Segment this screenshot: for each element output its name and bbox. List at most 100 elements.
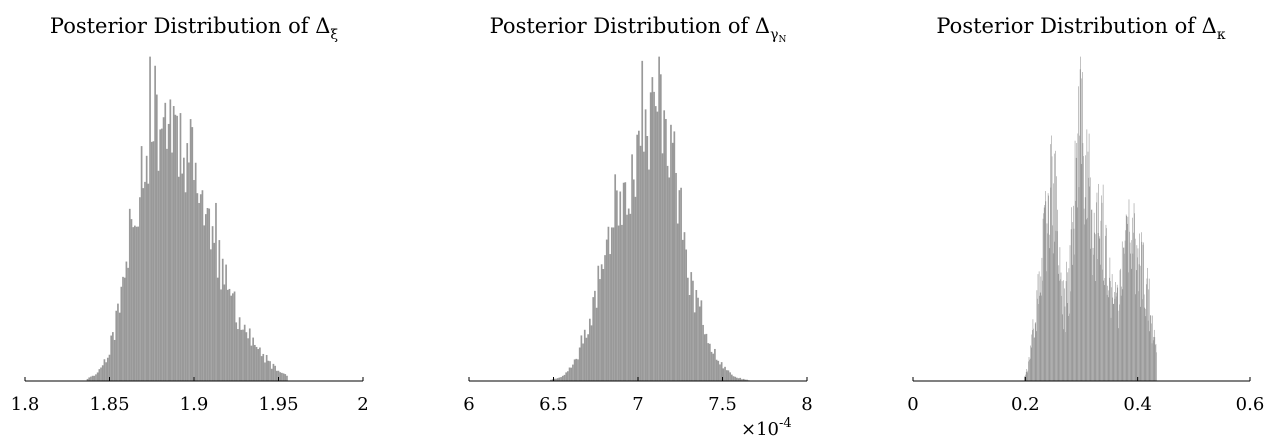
histogram-bar xyxy=(1053,183,1055,381)
histogram-bar xyxy=(1029,358,1031,381)
histogram-bar xyxy=(1100,220,1102,381)
histogram-bar xyxy=(1120,268,1121,381)
histogram-bar xyxy=(139,197,141,381)
histogram-bar xyxy=(649,92,652,382)
histogram-bar xyxy=(1150,315,1152,381)
histogram-bar xyxy=(703,334,706,381)
histogram-bar xyxy=(1033,328,1034,381)
histogram-bar xyxy=(225,264,227,381)
x-tick-label: 7.5 xyxy=(708,394,737,415)
histogram-bar xyxy=(1071,207,1072,381)
histogram-bar xyxy=(1070,291,1071,381)
histogram-bar xyxy=(1112,303,1114,381)
histogram-bar xyxy=(96,372,99,381)
histogram-bar xyxy=(257,349,260,381)
histogram-bar xyxy=(1093,254,1094,381)
histogram-bar xyxy=(1147,267,1148,381)
histogram-bar xyxy=(665,118,667,382)
histogram-bar xyxy=(150,141,153,381)
histogram-bar xyxy=(130,219,133,381)
histogram-bar xyxy=(159,129,162,381)
histogram-bar xyxy=(600,264,603,381)
histogram-bar xyxy=(577,359,579,381)
histogram-bar xyxy=(1129,242,1131,381)
histogram-bar xyxy=(632,179,635,381)
histogram-bar xyxy=(560,377,562,381)
x-tick-label: 1.85 xyxy=(89,394,129,415)
histogram-bar xyxy=(1065,332,1066,381)
histogram-bar xyxy=(1142,244,1144,381)
histogram-bar xyxy=(594,290,596,381)
histogram-bar xyxy=(270,368,273,381)
histogram-bar xyxy=(736,377,738,381)
histogram-bar xyxy=(1024,376,1025,381)
histogram-bar xyxy=(692,280,694,381)
histogram-bar xyxy=(135,226,138,381)
histogram-bar xyxy=(1034,323,1036,381)
histogram-bar xyxy=(201,190,204,381)
histogram-bar xyxy=(1090,248,1092,381)
histogram-bar xyxy=(248,328,251,381)
histogram-bar xyxy=(86,378,89,381)
histogram-bar xyxy=(739,377,742,381)
histogram-bar xyxy=(1115,296,1117,381)
x-tick-label: 6 xyxy=(463,394,474,415)
histogram-bar xyxy=(279,372,282,381)
x-tick-label: 8 xyxy=(801,394,812,415)
histogram-bar xyxy=(1029,359,1030,381)
histogram-bar xyxy=(115,310,118,381)
histogram-bar xyxy=(1121,241,1123,381)
histogram-bar xyxy=(572,364,574,381)
histogram-bar xyxy=(1152,315,1153,381)
histogram-bar xyxy=(700,300,703,381)
histogram-bar xyxy=(1068,315,1069,381)
histogram-bar xyxy=(616,190,618,381)
histogram-bar xyxy=(1081,78,1083,381)
histogram-bar xyxy=(1060,272,1062,381)
histogram-bar xyxy=(1094,281,1096,381)
x-tick-label: 0.2 xyxy=(1011,394,1040,415)
histogram-bar xyxy=(1078,187,1080,381)
histogram-bar xyxy=(1130,268,1132,381)
histogram-bar xyxy=(1151,343,1153,381)
histogram-bar xyxy=(1128,272,1129,381)
histogram-bar xyxy=(1059,247,1061,381)
histogram-bar xyxy=(1039,295,1040,381)
histogram-bar xyxy=(1155,343,1157,381)
histogram-bar xyxy=(1153,329,1155,381)
histogram-bar xyxy=(1147,320,1149,381)
histogram-bar xyxy=(108,354,111,381)
histogram-bar xyxy=(1059,280,1060,381)
histogram-bar xyxy=(1106,294,1108,381)
histogram-bar xyxy=(1156,352,1157,381)
histogram-bar xyxy=(90,376,92,381)
histogram-bar xyxy=(1088,177,1089,381)
histogram-bar xyxy=(626,214,628,381)
histogram-bar xyxy=(582,343,584,381)
histogram-bar xyxy=(563,374,566,381)
histogram-bar xyxy=(1068,268,1070,381)
histogram-bar xyxy=(265,354,268,381)
histogram-bar xyxy=(570,367,573,381)
histogram-bar xyxy=(242,329,244,381)
histogram-bar xyxy=(1030,347,1032,381)
histogram-bar xyxy=(1043,207,1045,381)
histogram-bar xyxy=(663,110,666,381)
histogram-bar xyxy=(671,142,674,381)
histogram-bar xyxy=(610,227,613,381)
histogram-bar xyxy=(98,369,101,381)
histogram-bar xyxy=(196,193,199,381)
histogram-bar xyxy=(1050,144,1051,381)
histogram-bar xyxy=(580,335,583,381)
histogram-bar xyxy=(722,368,725,381)
histogram-bar xyxy=(1055,150,1056,381)
histogram-bar xyxy=(680,187,682,381)
histogram-bar xyxy=(186,143,189,381)
histogram-bar xyxy=(688,295,691,381)
histogram-bar xyxy=(144,181,146,381)
histogram-bar xyxy=(176,115,178,381)
histogram-bar xyxy=(1114,298,1116,381)
histogram-bar xyxy=(1102,269,1103,381)
histogram-bar xyxy=(1030,345,1031,381)
